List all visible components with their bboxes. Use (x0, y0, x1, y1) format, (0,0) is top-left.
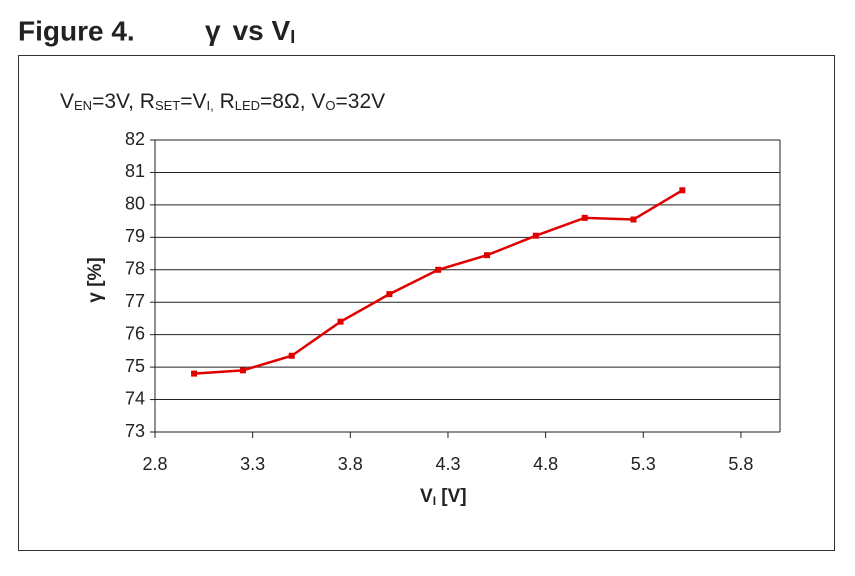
text-part: R (214, 90, 235, 113)
frame (18, 55, 835, 551)
data-point (484, 252, 491, 259)
x-tick-label: 3.8 (338, 454, 363, 474)
y-tick-label: 79 (125, 226, 145, 246)
subscript: I, (207, 98, 214, 113)
y-axis-label: γ [%] (85, 257, 106, 302)
x-tick-label: 4.8 (533, 454, 558, 474)
text-part: =8Ω, V (260, 90, 325, 113)
subscript: I (433, 494, 436, 508)
text-part: vs V (233, 15, 291, 46)
text-part: =32V (336, 90, 386, 113)
y-tick-label: 77 (125, 291, 145, 311)
subscript: I (290, 27, 295, 47)
y-tick-label: 76 (125, 323, 145, 343)
data-point (386, 291, 393, 298)
y-tick-label: 78 (125, 259, 145, 279)
x-tick-label: 2.8 (142, 454, 167, 474)
y-tick-label: 81 (125, 161, 145, 181)
data-point (288, 352, 295, 359)
y-tick-label: 75 (125, 356, 145, 376)
y-tick-label: 73 (125, 421, 145, 441)
data-point (239, 367, 246, 374)
text-part: =V (180, 90, 206, 113)
data-point (532, 232, 539, 239)
text-part: V (420, 486, 433, 507)
subscript: O (325, 98, 335, 113)
data-point (435, 266, 442, 273)
text-part: =3V, R (92, 90, 155, 113)
text-part: [V] (436, 486, 467, 507)
y-tick-label: 74 (125, 388, 145, 408)
data-point (679, 187, 686, 194)
text-part: γ (205, 15, 221, 46)
y-tick-label: 80 (125, 194, 145, 214)
x-tick-label: 5.8 (728, 454, 753, 474)
subscript: LED (235, 98, 260, 113)
x-label-parts: VI [V] (420, 486, 467, 508)
text-part: V (60, 90, 74, 113)
data-point (581, 214, 588, 221)
data-point (337, 318, 344, 325)
data-point (191, 370, 198, 377)
x-tick-label: 3.3 (240, 454, 265, 474)
subtitle-parts: VEN=3V, RSET=VI, RLED=8Ω, VO=32V (60, 90, 385, 114)
x-tick-label: 5.3 (631, 454, 656, 474)
y-tick-label: 82 (125, 129, 145, 149)
x-tick-label: 4.3 (435, 454, 460, 474)
title-parts: γ vs VI (205, 15, 295, 46)
subscript: EN (74, 98, 92, 113)
figure-label: Figure 4. (18, 15, 135, 46)
subscript: SET (155, 98, 180, 113)
data-point (630, 216, 637, 223)
